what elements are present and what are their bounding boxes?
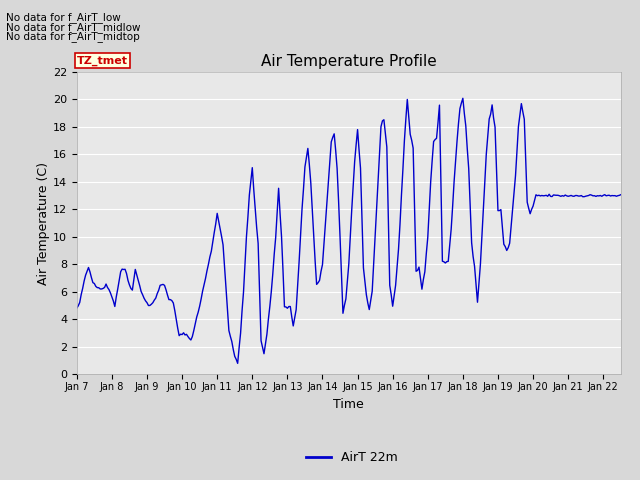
Text: No data for f_AirT_low: No data for f_AirT_low xyxy=(6,12,121,23)
Legend: AirT 22m: AirT 22m xyxy=(301,446,403,469)
X-axis label: Time: Time xyxy=(333,397,364,410)
Title: Air Temperature Profile: Air Temperature Profile xyxy=(261,54,436,70)
Text: TZ_tmet: TZ_tmet xyxy=(77,56,128,66)
Text: No data for f_AirT_midlow: No data for f_AirT_midlow xyxy=(6,22,141,33)
Text: No data for f_AirT_midtop: No data for f_AirT_midtop xyxy=(6,31,140,42)
Y-axis label: Air Temperature (C): Air Temperature (C) xyxy=(37,162,50,285)
